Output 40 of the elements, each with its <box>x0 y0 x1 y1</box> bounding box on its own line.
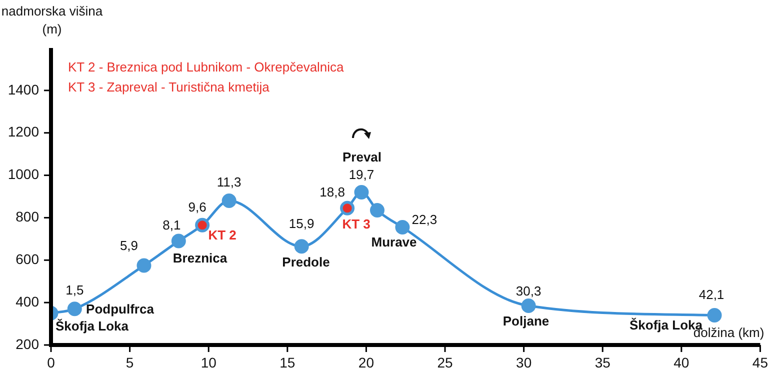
annotation: Poljane <box>502 314 550 329</box>
x-tick-label: 30 <box>516 354 532 370</box>
annotation: 42,1 <box>698 286 724 302</box>
y-tick-label: 200 <box>16 336 40 352</box>
annotation: 1,5 <box>66 282 84 298</box>
annotation: 5,9 <box>120 238 138 254</box>
x-tick-label: 20 <box>358 354 374 370</box>
annotation: Murave <box>371 234 417 250</box>
x-tick-label: 10 <box>200 354 217 370</box>
annotation: KT 2 - Breznica pod Lubnikom - Okrepčevalnica <box>68 60 345 75</box>
x-tick-label: 15 <box>280 354 296 370</box>
y-tick-label: 1200 <box>8 124 40 140</box>
x-tick-label: 45 <box>752 354 768 370</box>
annotation: 15,9 <box>288 216 314 231</box>
x-tick-label: 5 <box>126 354 134 370</box>
x-tick-label: 0 <box>47 354 56 370</box>
annotation: 11,3 <box>216 174 242 190</box>
annotation: 30,3 <box>516 283 542 298</box>
annotation: 19,7 <box>348 166 374 182</box>
annotation: Škofja Loka <box>56 318 130 334</box>
annotation: Preval <box>342 150 382 165</box>
y-axis-title: nadmorska višina (m) <box>1 4 104 37</box>
data-label: KT 3 <box>342 216 370 232</box>
annotation: KT 3 - Zapreval - Turistična kmetija <box>68 80 270 95</box>
x-tick-label: 40 <box>674 354 690 370</box>
annotation: 8,1 <box>162 218 181 233</box>
annotation: Podpulfrca <box>86 302 155 317</box>
annotation: Breznica <box>172 250 228 266</box>
y-tick-label: 600 <box>16 251 40 267</box>
data-label: KT 2 <box>208 228 236 243</box>
x-tick-label: 35 <box>594 354 611 370</box>
annotation: 9,6 <box>188 200 206 215</box>
y-tick-label: 1000 <box>8 166 40 182</box>
y-tick-label: 800 <box>16 208 40 225</box>
y-tick-label: 400 <box>16 293 40 310</box>
x-tick-label: 25 <box>437 354 454 370</box>
annotation: Predole <box>282 254 330 270</box>
annotation: 22,3 <box>412 212 438 227</box>
annotation: 18,8 <box>320 184 345 200</box>
y-tick-label: 1400 <box>8 81 40 98</box>
